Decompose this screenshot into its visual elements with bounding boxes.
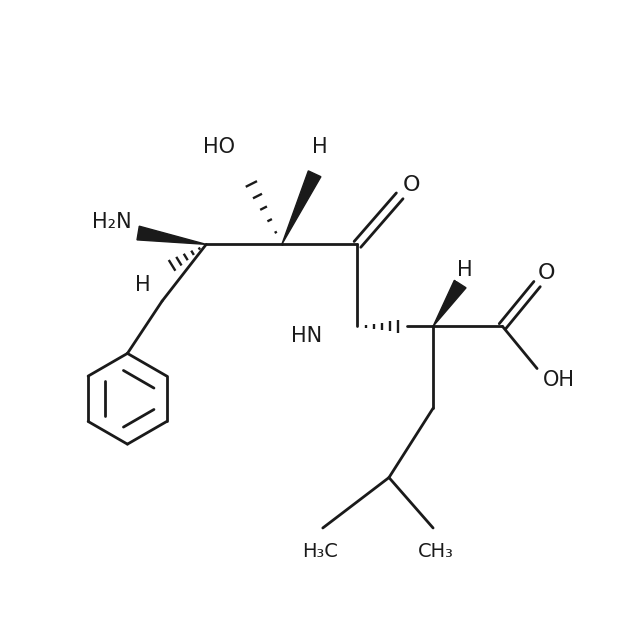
Polygon shape (433, 280, 466, 326)
Text: H: H (457, 260, 472, 280)
Text: OH: OH (543, 370, 575, 390)
Text: H₂N: H₂N (92, 212, 132, 232)
Polygon shape (282, 171, 321, 244)
Polygon shape (137, 226, 206, 244)
Text: O: O (403, 175, 420, 195)
Text: H: H (312, 137, 327, 157)
Text: H: H (135, 275, 151, 295)
Text: O: O (538, 263, 555, 283)
Text: H₃C: H₃C (302, 543, 337, 561)
Text: CH₃: CH₃ (418, 543, 454, 561)
Text: HN: HN (291, 326, 323, 346)
Text: HO: HO (203, 137, 235, 157)
